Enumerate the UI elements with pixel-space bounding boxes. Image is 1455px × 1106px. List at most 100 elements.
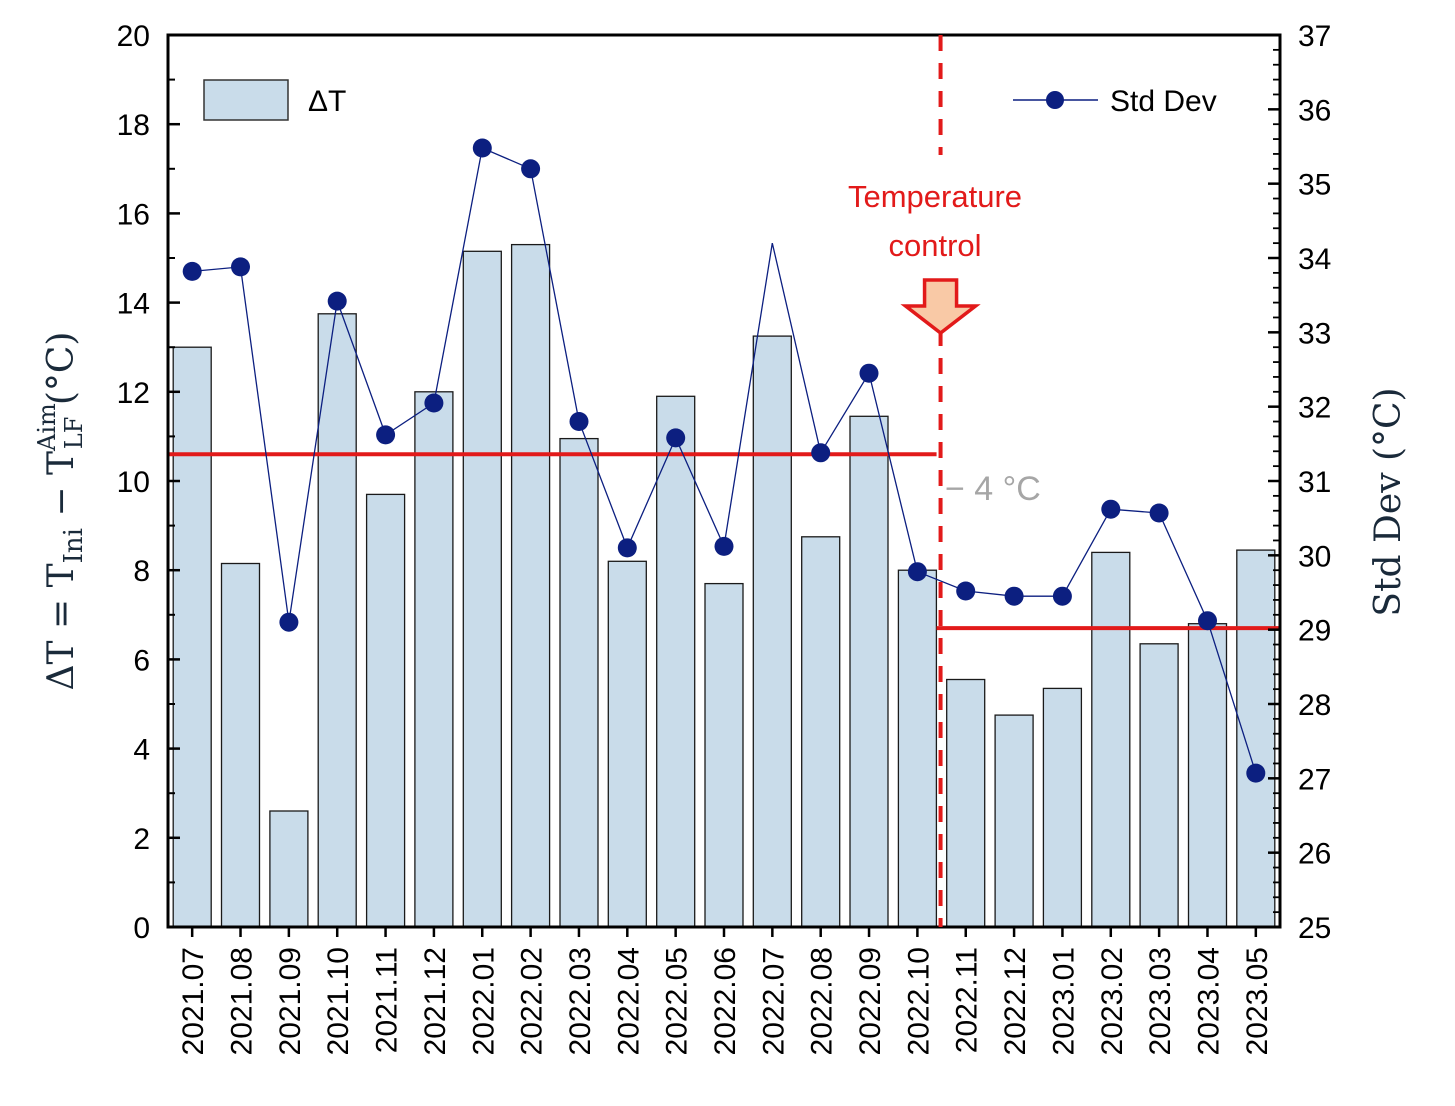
std-dev-point-2023.02 [1101,499,1121,519]
legend-bar-swatch [203,79,289,121]
left-tick-label: 2 [133,823,150,856]
annotation-layer: Temperature control − 4 °C [848,35,1041,927]
bar-2022.05 [656,395,696,928]
annotation-temperature: Temperature [848,179,1022,214]
std-dev-point-2021.10 [327,291,347,311]
right-tick-label: 31 [1298,466,1331,499]
x-tick-label-2023.03: 2023.03 [1144,947,1177,1055]
bars-layer [172,243,1276,928]
x-tick-label-2022.09: 2022.09 [854,947,887,1055]
left-tick-label: 18 [117,109,150,142]
x-tick-label-2021.11: 2021.11 [371,947,404,1053]
bar-2021.08 [220,562,261,928]
x-tick-label-2023.01: 2023.01 [1047,947,1080,1055]
x-tick-label-2022.06: 2022.06 [709,947,742,1055]
std-dev-point-2021.11 [376,425,396,445]
right-tick-label: 32 [1298,392,1331,425]
x-tick-label-2022.07: 2022.07 [757,947,790,1055]
left-tick-label: 10 [117,466,150,499]
right-tick-label: 35 [1298,169,1331,202]
bar-2022.04 [607,560,647,928]
left-axis-title-sub2: LF [60,417,88,450]
left-tick-label: 8 [133,555,150,588]
std-dev-point-2022.05 [666,428,686,448]
bar-2023.03 [1139,643,1179,928]
std-dev-point-2022.09 [859,363,879,383]
x-tick-label-2022.11: 2022.11 [951,947,984,1053]
std-dev-point-2021.08 [231,257,250,277]
bar-2022.12 [994,714,1034,928]
x-tick-label-2023.02: 2023.02 [1096,947,1129,1055]
mean-lines-layer [168,452,1280,631]
std-dev-point-2022.12 [1004,586,1024,606]
right-tick-label: 29 [1298,615,1331,648]
bar-2023.05 [1236,549,1276,928]
bar-2022.10 [897,569,938,928]
bar-2022.11 [946,678,986,928]
right-tick-label: 33 [1298,317,1331,350]
x-tick-label-2021.09: 2021.09 [274,947,307,1055]
left-axis-title-main: ΔT = T [41,563,82,690]
std-dev-point-2023.01 [1052,586,1072,606]
x-tick-label-2022.12: 2022.12 [999,947,1032,1055]
bar-2022.07 [752,335,792,928]
std-dev-point-2022.10 [907,562,927,582]
bar-2021.11 [365,493,406,928]
right-tick-label: 37 [1298,20,1331,53]
control-arrow-icon [900,278,981,336]
right-tick-label: 34 [1298,243,1331,276]
x-tick-label-2022.10: 2022.10 [902,947,935,1055]
x-tick-label-2021.08: 2021.08 [226,947,259,1055]
std-dev-point-2022.06 [714,536,734,556]
left-tick-label: 4 [133,734,150,767]
right-tick-label: 30 [1298,540,1331,573]
std-dev-point-2022.03 [569,412,589,431]
x-tick-label-2021.12: 2021.12 [419,947,452,1055]
axes-layer: 0 2 4 6 8 10 12 14 16 18 20 25 26 27 28 29 30 31 32 33 34 35 3… [117,20,1332,1055]
bar-2022.03 [559,437,599,928]
std-dev-point-2022.02 [521,159,541,179]
right-tick-label: 27 [1298,763,1331,796]
bar-2022.08 [801,536,841,928]
left-axis-title-mid: − T [41,451,82,528]
std-dev-point-2022.01 [472,138,492,158]
x-tick-label-2022.04: 2022.04 [612,947,645,1055]
x-tick-label-2021.07: 2021.07 [177,947,210,1055]
x-tick-label-2022.01: 2022.01 [467,947,500,1055]
left-tick-label: 0 [133,912,150,945]
std-dev-point-2022.11 [956,581,976,601]
left-tick-label: 12 [117,377,150,410]
left-tick-label: 14 [117,288,150,321]
x-tick-label-2022.05: 2022.05 [661,947,694,1055]
right-tick-label: 36 [1298,94,1331,127]
std-dev-point-2023.05 [1246,763,1266,783]
std-dev-point-2021.09 [279,612,299,632]
right-tick-label: 28 [1298,689,1331,722]
right-tick-label: 26 [1298,838,1331,871]
bar-2021.10 [317,313,357,928]
std-dev-point-2023.03 [1149,503,1169,523]
left-axis-title-sup: Aim [33,403,61,452]
left-tick-label: 6 [133,644,150,677]
std-dev-point-2021.12 [424,393,444,413]
bar-2023.02 [1091,551,1131,928]
x-tick-label-2022.02: 2022.02 [516,947,549,1055]
left-axis-title-sub1: Ini [59,528,89,563]
bar-2022.01 [462,250,502,928]
legend-line-label: Std Dev [1110,85,1217,118]
right-axis-title: Std Dev (°C) [1368,387,1409,616]
legend: ΔT Std Dev [203,79,1217,121]
legend-bar-label: ΔT [308,85,346,118]
std-dev-point-2022.08 [811,443,831,463]
x-tick-label-2022.03: 2022.03 [564,947,597,1055]
left-tick-label: 16 [117,198,150,231]
std-dev-point-2022.04 [617,538,637,558]
x-tick-label-2023.05: 2023.05 [1241,947,1274,1055]
left-axis-title-unit: (°C) [41,332,82,417]
legend-line-marker [1046,91,1064,109]
x-tick-label-2023.04: 2023.04 [1193,947,1226,1055]
bar-2021.09 [269,810,309,928]
annotation-delta: − 4 °C [945,470,1041,508]
std-dev-layer [182,138,1266,783]
